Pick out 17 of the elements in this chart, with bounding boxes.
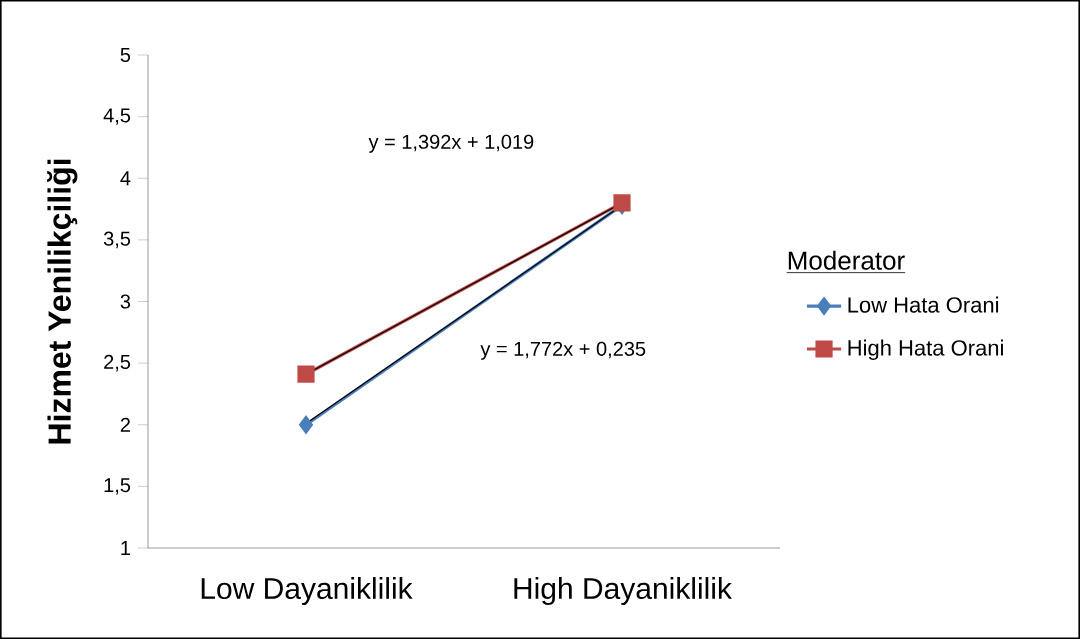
legend-title: Moderator <box>788 250 905 270</box>
y-tick-label: 3,5 <box>103 231 131 249</box>
annotation: y = 1,392x + 1,019 <box>368 134 534 153</box>
y-tick-label: 5 <box>120 48 131 62</box>
annotation: y = 1,772x + 0,235 <box>480 341 646 360</box>
y-tick-label: 1 <box>121 541 130 555</box>
x-tick-label: Low Dayaniklilik <box>201 577 413 606</box>
y-tick-label: 4 <box>120 171 131 186</box>
y-tick-label: 4,5 <box>103 108 131 125</box>
x-tick-label: High Dayaniklilik <box>514 577 732 606</box>
y-tick-label: 2 <box>120 417 130 432</box>
y-tick-label: 3 <box>120 294 131 309</box>
legend-label: Low Hata Orani <box>848 296 999 313</box>
y-axis-title: Hizmet Yenilikçiliği <box>47 159 78 444</box>
y-tick-label: 2,5 <box>104 354 131 372</box>
legend-label: High Hata Orani <box>848 339 1003 361</box>
y-tick-label: 1,5 <box>104 478 131 495</box>
